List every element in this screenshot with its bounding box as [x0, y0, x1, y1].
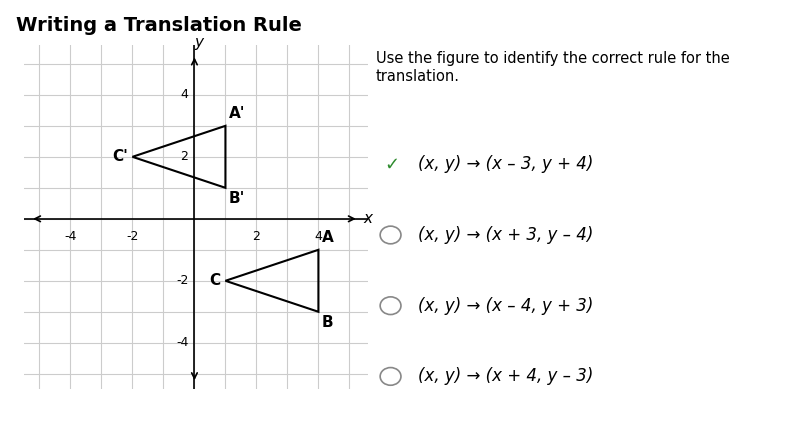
Text: A: A: [322, 230, 334, 245]
Text: Writing a Translation Rule: Writing a Translation Rule: [16, 16, 302, 35]
Text: C': C': [112, 150, 128, 164]
Text: C: C: [210, 273, 221, 288]
Text: 4: 4: [314, 230, 322, 243]
Text: -4: -4: [176, 336, 188, 349]
Text: ✓: ✓: [384, 155, 399, 173]
Text: -4: -4: [64, 230, 77, 243]
Text: 2: 2: [253, 230, 260, 243]
Text: (x, y) → (x + 4, y – 3): (x, y) → (x + 4, y – 3): [418, 367, 593, 386]
Text: -2: -2: [176, 274, 188, 287]
Text: y: y: [194, 35, 203, 50]
Text: Use the figure to identify the correct rule for the
translation.: Use the figure to identify the correct r…: [376, 51, 730, 83]
Text: (x, y) → (x – 4, y + 3): (x, y) → (x – 4, y + 3): [418, 296, 593, 315]
Text: B: B: [322, 315, 333, 330]
Text: (x, y) → (x + 3, y – 4): (x, y) → (x + 3, y – 4): [418, 226, 593, 244]
Text: 4: 4: [180, 88, 188, 101]
Text: x: x: [363, 211, 372, 226]
Text: -2: -2: [126, 230, 138, 243]
Text: 2: 2: [180, 150, 188, 163]
Text: B': B': [229, 191, 245, 206]
Text: (x, y) → (x – 3, y + 4): (x, y) → (x – 3, y + 4): [418, 155, 593, 173]
Text: A': A': [229, 106, 245, 121]
